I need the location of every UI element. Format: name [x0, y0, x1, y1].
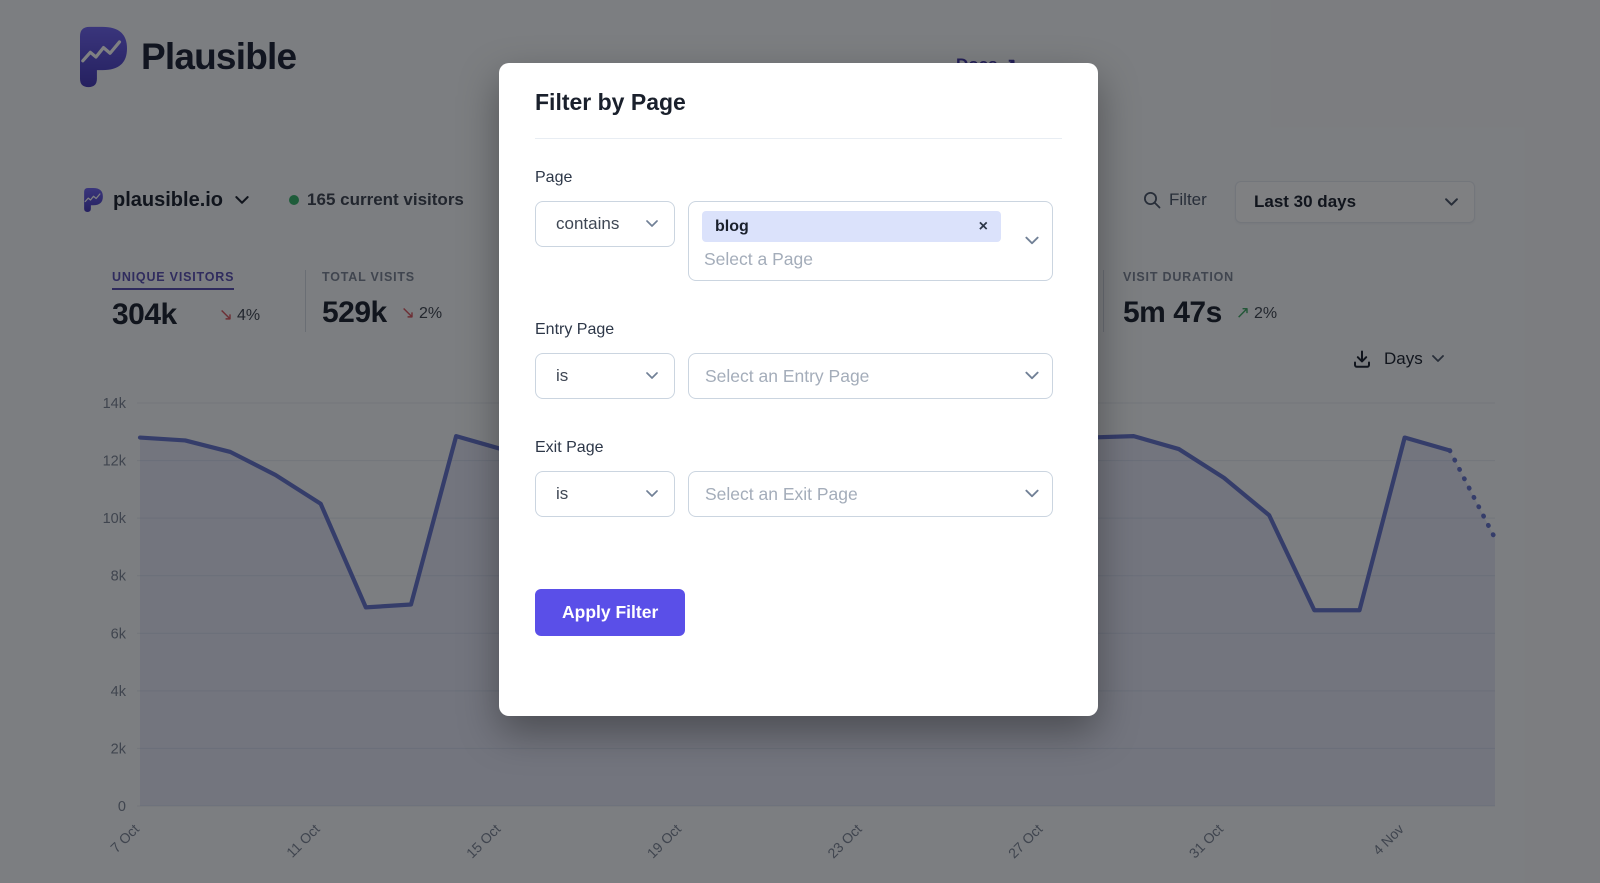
modal-divider: [535, 138, 1062, 139]
filter-section-label: Exit Page: [535, 439, 604, 456]
chevron-down-icon: [646, 490, 658, 497]
filter-modal: Filter by Page Page contains blog × Sele…: [499, 63, 1098, 716]
filter-section-exit-page: Exit Page is Select an Exit Page: [535, 439, 1062, 517]
page-operator-select[interactable]: contains: [535, 201, 675, 247]
entry-page-operator-select[interactable]: is: [535, 353, 675, 399]
exit-page-placeholder: Select an Exit Page: [705, 483, 858, 504]
exit-page-combobox[interactable]: Select an Exit Page: [688, 471, 1053, 517]
chevron-down-icon: [646, 372, 658, 379]
page-combobox-placeholder: Select a Page: [704, 249, 813, 269]
exit-page-operator-select[interactable]: is: [535, 471, 675, 517]
chevron-down-icon: [646, 220, 658, 227]
apply-filter-button[interactable]: Apply Filter: [535, 589, 686, 636]
selected-page-tag: blog ×: [702, 211, 1001, 242]
operator-value: contains: [556, 214, 620, 233]
chevron-down-icon: [1025, 371, 1039, 380]
filter-section-label: Entry Page: [535, 321, 615, 338]
operator-value: is: [556, 366, 569, 385]
filter-section-page: Page contains blog × Select a Page: [535, 169, 1062, 281]
operator-value: is: [556, 484, 569, 503]
close-icon[interactable]: ×: [978, 217, 988, 235]
filter-section-entry-page: Entry Page is Select an Entry Page: [535, 321, 1062, 399]
chevron-down-icon: [1025, 489, 1039, 498]
entry-page-placeholder: Select an Entry Page: [705, 365, 870, 386]
chevron-down-icon: [1025, 236, 1039, 245]
entry-page-combobox[interactable]: Select an Entry Page: [688, 353, 1053, 399]
modal-title: Filter by Page: [535, 89, 686, 115]
filter-section-label: Page: [535, 169, 573, 186]
page-combobox[interactable]: blog × Select a Page: [688, 201, 1053, 281]
tag-label: blog: [715, 217, 749, 235]
